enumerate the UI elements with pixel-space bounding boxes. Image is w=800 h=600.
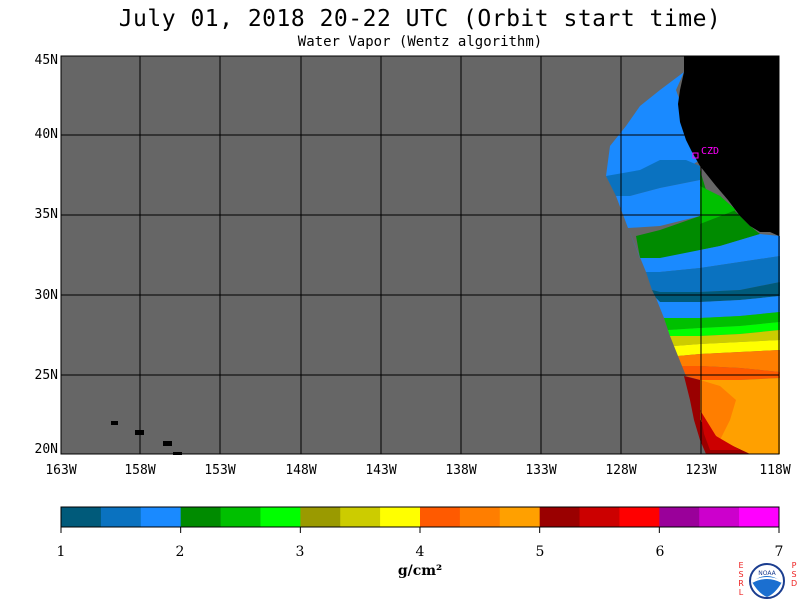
colorbar-segment <box>739 507 780 527</box>
noaa-badge-text: NOAA <box>758 570 776 577</box>
swath-band-red <box>700 410 740 450</box>
lat-label-30n: 30N <box>34 288 58 303</box>
lat-label-45n: 45N <box>34 53 58 68</box>
colorbar-tick-4: 4 <box>415 544 425 560</box>
lat-label-20n: 20N <box>34 442 58 457</box>
colorbar-segment <box>220 507 261 527</box>
colorbar-segment <box>180 507 222 527</box>
colorbar-tick-2: 2 <box>175 544 185 560</box>
psd-letters: PSD <box>791 561 799 588</box>
colorbar-segment <box>420 507 461 527</box>
graticule <box>61 56 779 454</box>
colorbar-segment <box>260 507 301 527</box>
lon-label-133w: 133W <box>525 463 557 478</box>
lon-label-163w: 163W <box>45 463 77 478</box>
swath-band-green-3 <box>664 312 780 330</box>
colorbar-tick-1: 1 <box>56 544 66 560</box>
esrl-letters: ESRL <box>738 561 746 597</box>
island-maui <box>163 441 172 446</box>
swath-band-blue-2 <box>606 160 700 196</box>
lon-label-158w: 158W <box>124 463 156 478</box>
colorbar-segment <box>61 507 102 527</box>
esrl-text: ESRL <box>738 561 744 597</box>
colorbar-segment <box>459 507 501 527</box>
psd-text: PSD <box>791 561 798 588</box>
swath-band-teal-1 <box>646 256 780 292</box>
lat-label-35n: 35N <box>34 207 58 222</box>
lon-label-143w: 143W <box>365 463 397 478</box>
lon-label-148w: 148W <box>285 463 317 478</box>
colorbar-segment <box>140 507 182 527</box>
colorbar-tick-5: 5 <box>535 544 545 560</box>
lon-label-138w: 138W <box>445 463 477 478</box>
colorbar-segment <box>619 507 660 527</box>
lat-label-25n: 25N <box>34 368 58 383</box>
swath-band-orange-1 <box>678 350 780 372</box>
colorbar-segment <box>340 507 381 527</box>
colorbar-segment <box>300 507 341 527</box>
swath-band-blue-3 <box>616 180 700 228</box>
swath-band-blue-5 <box>656 296 780 318</box>
land-north-america <box>678 56 779 236</box>
noaa-logo: NOAA <box>749 563 785 599</box>
map-title: July 01, 2018 20-22 UTC (Orbit start tim… <box>118 6 722 32</box>
swath-band-olive <box>670 330 780 346</box>
colorbar-segment <box>659 507 700 527</box>
map-subtitle: Water Vapor (Wentz algorithm) <box>297 34 543 50</box>
colorbar-segment <box>499 507 541 527</box>
station-marker-czd <box>692 152 699 159</box>
lon-label-153w: 153W <box>204 463 236 478</box>
station-czd-box <box>692 152 699 159</box>
colorbar-segment <box>380 507 421 527</box>
colorbar-segment <box>699 507 740 527</box>
swath-band-teal-2 <box>652 282 780 302</box>
colorbar-segment <box>579 507 620 527</box>
lon-label-128w: 128W <box>605 463 637 478</box>
colorbar-tick-6: 6 <box>655 544 665 560</box>
colorbar-segment <box>100 507 142 527</box>
lat-label-40n: 40N <box>34 127 58 142</box>
swath-band-blue-4 <box>628 228 780 272</box>
colorbar-tick-3: 3 <box>295 544 305 560</box>
station-label-czd: CZD <box>701 146 720 157</box>
map-frame <box>60 55 780 455</box>
colorbar-tick-7: 7 <box>774 544 784 560</box>
colorbar-unit: g/cm² <box>397 563 443 579</box>
swath-band-red-orange <box>682 366 780 380</box>
colorbar-segment <box>539 507 581 527</box>
swath-band-green-4 <box>668 322 780 336</box>
lon-label-118w: 118W <box>759 463 791 478</box>
island-kauai <box>111 421 118 425</box>
swath-band-green-1 <box>636 170 760 258</box>
lon-label-123w: 123W <box>685 463 717 478</box>
